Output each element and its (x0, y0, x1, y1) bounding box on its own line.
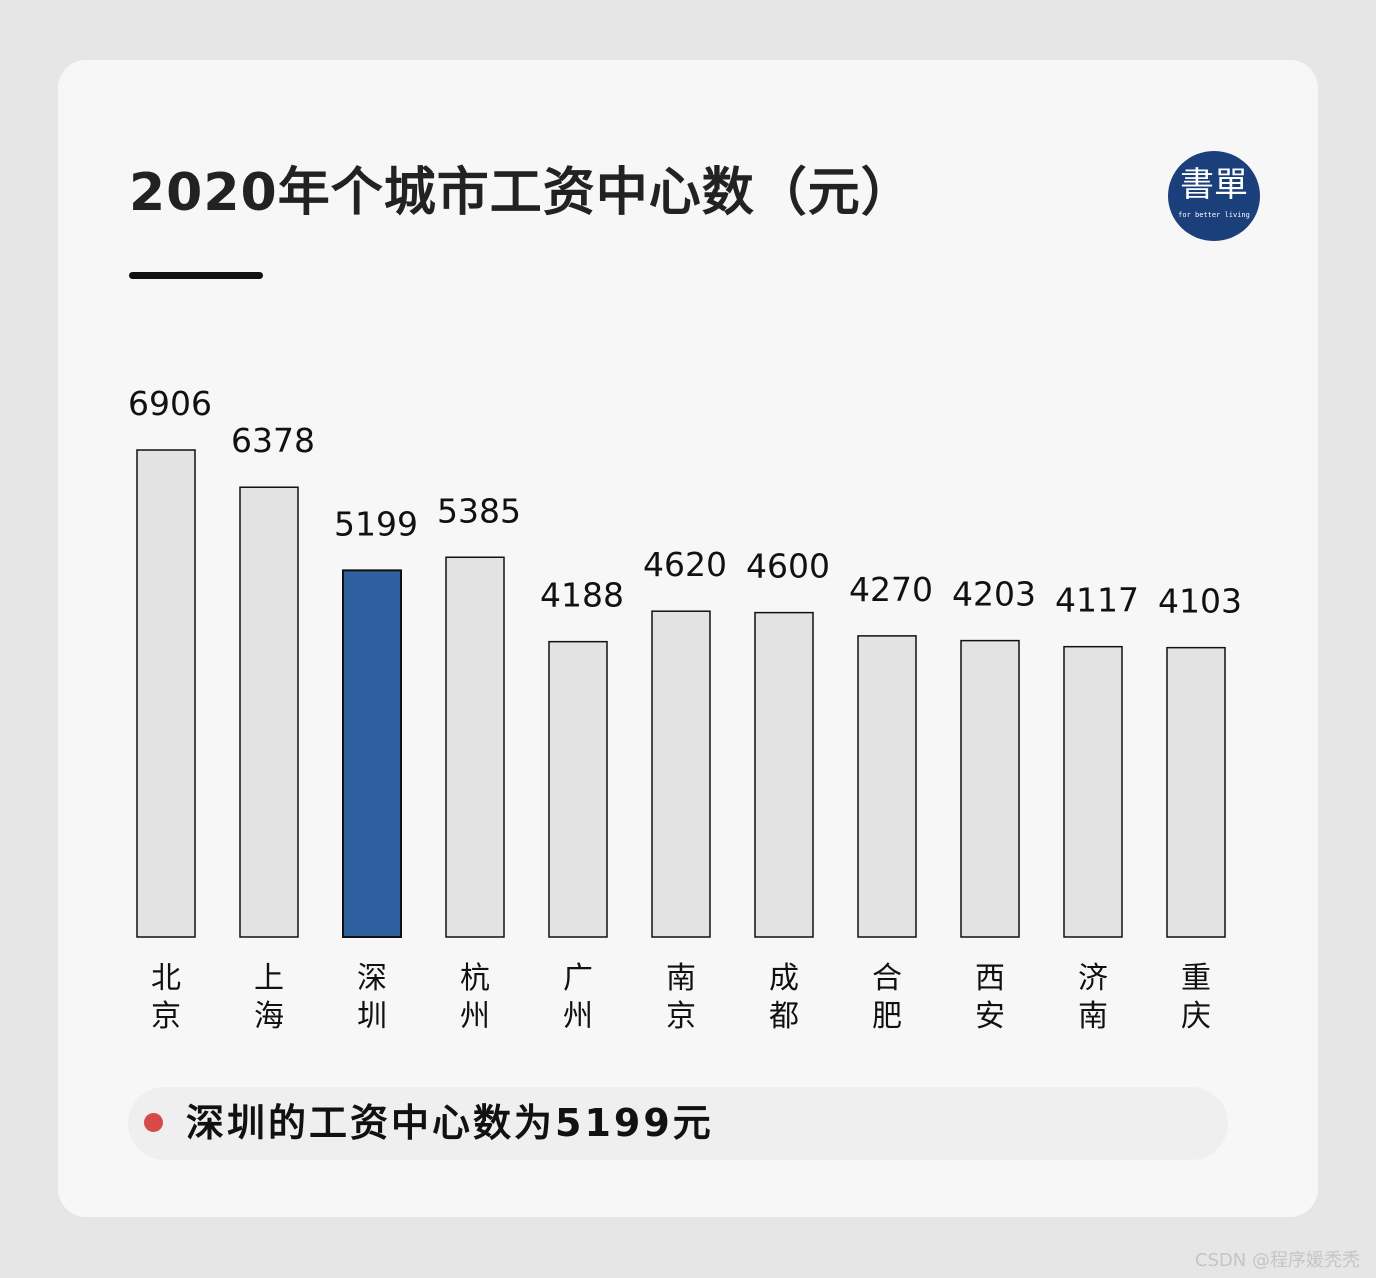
category-label: 安 (975, 999, 1005, 1034)
bar-3 (445, 556, 505, 938)
category-label: 合 (872, 961, 902, 996)
category-label: 广 (563, 961, 593, 996)
category-label: 南 (666, 961, 696, 996)
watermark: CSDN @程序媛秃秃 (1194, 1250, 1360, 1271)
bar-9 (1063, 645, 1123, 938)
title-underline (129, 272, 263, 279)
category-label: 庆 (1181, 999, 1211, 1034)
value-label: 4600 (746, 547, 830, 586)
category-label: 重 (1181, 961, 1211, 996)
bar-8 (960, 639, 1020, 938)
logo-subtitle: for better living (1178, 211, 1250, 219)
value-label: 4620 (643, 545, 727, 584)
caption-text: 深圳的工资中心数为5199元 (186, 1101, 714, 1145)
category-label: 京 (151, 999, 181, 1034)
bar-4 (548, 640, 608, 938)
value-label: 5385 (437, 491, 521, 530)
value-label: 4103 (1158, 582, 1242, 621)
value-label: 5199 (334, 504, 418, 543)
logo-text: 書單 (1180, 165, 1248, 205)
category-label: 北 (151, 961, 181, 996)
red-dot-icon (144, 1113, 163, 1132)
category-label: 深 (357, 961, 387, 996)
category-label: 杭 (460, 961, 490, 996)
page-title: 2020年个城市工资中心数（元） (129, 163, 914, 223)
value-label: 4270 (849, 570, 933, 609)
bar-6 (754, 611, 814, 938)
bar-2 (342, 569, 402, 938)
value-label: 4203 (952, 575, 1036, 614)
value-label: 6906 (128, 384, 212, 423)
category-label: 西 (975, 961, 1005, 996)
value-label: 4117 (1055, 581, 1139, 620)
category-label: 成 (769, 961, 799, 996)
category-label: 圳 (357, 999, 387, 1034)
bar-1 (239, 486, 299, 938)
category-label: 济 (1078, 961, 1108, 996)
bar-7 (857, 635, 917, 938)
value-label: 6378 (231, 421, 315, 460)
category-label: 州 (460, 999, 490, 1034)
category-label: 京 (666, 999, 696, 1034)
category-label: 南 (1078, 999, 1108, 1034)
value-label: 4188 (540, 576, 624, 615)
category-label: 州 (563, 999, 593, 1034)
bar-0 (136, 449, 196, 938)
brand-logo: 書單 for better living (1168, 151, 1260, 241)
summary-caption: 深圳的工资中心数为5199元 (128, 1087, 1228, 1160)
category-label: 都 (769, 999, 799, 1034)
category-label: 海 (254, 999, 284, 1034)
category-label: 上 (254, 961, 284, 996)
bar-5 (651, 610, 711, 938)
bar-10 (1166, 646, 1226, 938)
category-label: 肥 (872, 999, 902, 1034)
